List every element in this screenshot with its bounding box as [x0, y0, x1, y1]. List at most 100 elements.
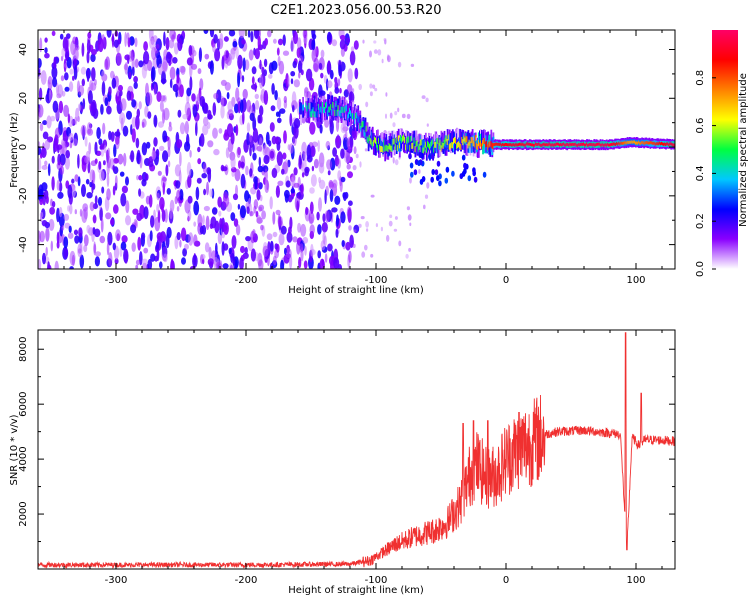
heatmap-cell	[213, 34, 218, 44]
heatmap-cell	[472, 170, 477, 177]
heatmap-cell	[276, 151, 283, 167]
heatmap-cell	[605, 143, 608, 147]
heatmap-cell	[157, 170, 162, 176]
heatmap-cell	[273, 38, 277, 44]
heatmap-cell	[377, 49, 382, 56]
heatmap-cell	[299, 243, 304, 253]
heatmap-cell	[38, 141, 41, 148]
heatmap-cell	[118, 84, 123, 92]
heatmap-cell	[209, 30, 215, 38]
heatmap-cell	[263, 90, 269, 105]
heatmap-cell	[271, 60, 278, 71]
spectrogram-y-axis-label: Frequency (Hz)	[9, 112, 20, 188]
heatmap-cell	[65, 150, 70, 159]
heatmap-cell	[301, 141, 307, 155]
heatmap-cell	[377, 136, 379, 149]
heatmap-cell	[672, 143, 675, 147]
heatmap-cell	[225, 50, 229, 59]
heatmap-cell	[606, 142, 609, 146]
heatmap-cell	[153, 137, 158, 147]
heatmap-cell	[131, 66, 135, 77]
heatmap-cell	[432, 138, 434, 145]
heatmap-cell	[571, 142, 574, 146]
heatmap-cell	[156, 203, 160, 213]
heatmap-cell	[121, 185, 128, 194]
heatmap-cell	[371, 141, 374, 148]
heatmap-cell	[337, 78, 341, 87]
heatmap-cell	[52, 77, 58, 88]
heatmap-cell	[275, 209, 281, 216]
heatmap-cell	[310, 174, 317, 187]
heatmap-cell	[116, 52, 122, 66]
heatmap-cell	[463, 135, 466, 142]
heatmap-cell	[409, 133, 412, 146]
heatmap-cell	[187, 174, 192, 188]
heatmap-cell	[141, 258, 148, 265]
heatmap-cell	[574, 142, 577, 146]
heatmap-cell	[344, 129, 348, 141]
heatmap-cell	[541, 143, 544, 147]
heatmap-cell	[341, 240, 345, 247]
heatmap-cell	[447, 139, 450, 152]
heatmap-cell	[546, 143, 549, 147]
heatmap-cell	[439, 139, 442, 146]
heatmap-cell	[195, 186, 200, 201]
heatmap-cell	[538, 142, 540, 146]
heatmap-cell	[67, 113, 71, 124]
heatmap-cell	[638, 140, 640, 144]
heatmap-cell	[394, 216, 398, 220]
heatmap-cell	[38, 87, 43, 101]
heatmap-cell	[385, 144, 388, 151]
heatmap-cell	[321, 102, 324, 108]
heatmap-cell	[125, 200, 130, 214]
heatmap-cell	[480, 133, 482, 146]
heatmap-cell	[111, 33, 115, 48]
heatmap-cell	[310, 111, 313, 118]
heatmap-cell	[182, 113, 189, 120]
heatmap-cell	[326, 80, 333, 89]
heatmap-cell	[290, 71, 296, 77]
heatmap-cell	[346, 104, 349, 117]
heatmap-cell	[67, 184, 73, 199]
heatmap-cell	[312, 108, 315, 121]
heatmap-cell	[589, 143, 591, 146]
heatmap-cell	[176, 232, 181, 241]
heatmap-cell	[474, 137, 477, 150]
heatmap-cell	[102, 122, 106, 135]
heatmap-cell	[143, 206, 149, 220]
heatmap-cell	[297, 60, 303, 73]
heatmap-cell	[324, 253, 328, 263]
heatmap-cell	[469, 141, 472, 148]
heatmap-cell	[197, 146, 201, 153]
heatmap-cell	[54, 260, 59, 269]
heatmap-cell	[169, 78, 173, 89]
heatmap-cell	[372, 140, 375, 147]
heatmap-cell	[598, 142, 601, 146]
snr-axes: -300 -200 -100 0 100 2000 4000 6000 8000	[18, 330, 675, 586]
heatmap-cell	[489, 140, 492, 147]
heatmap-cell	[411, 130, 414, 151]
heatmap-cell	[168, 39, 175, 49]
heatmap-cell	[89, 201, 95, 212]
heatmap-cell	[514, 143, 517, 147]
heatmap-cell	[106, 188, 111, 201]
heatmap-cell	[555, 142, 558, 146]
heatmap-cell	[395, 141, 398, 154]
heatmap-cell	[343, 192, 347, 202]
heatmap-cell	[384, 145, 387, 152]
heatmap-cell	[503, 143, 506, 147]
heatmap-cell	[472, 140, 475, 147]
heatmap-cell	[347, 68, 353, 83]
heatmap-cell	[575, 143, 578, 147]
heatmap-cell	[257, 36, 261, 50]
heatmap-cell	[205, 215, 210, 230]
heatmap-cell	[201, 173, 207, 179]
heatmap-cell	[380, 138, 382, 151]
heatmap-cell	[461, 137, 464, 143]
heatmap-cell	[461, 154, 466, 161]
heatmap-cell	[293, 182, 300, 188]
heatmap-cell	[537, 143, 539, 146]
heatmap-cell	[262, 245, 269, 257]
heatmap-cell	[358, 223, 362, 228]
heatmap-cell	[169, 208, 173, 220]
